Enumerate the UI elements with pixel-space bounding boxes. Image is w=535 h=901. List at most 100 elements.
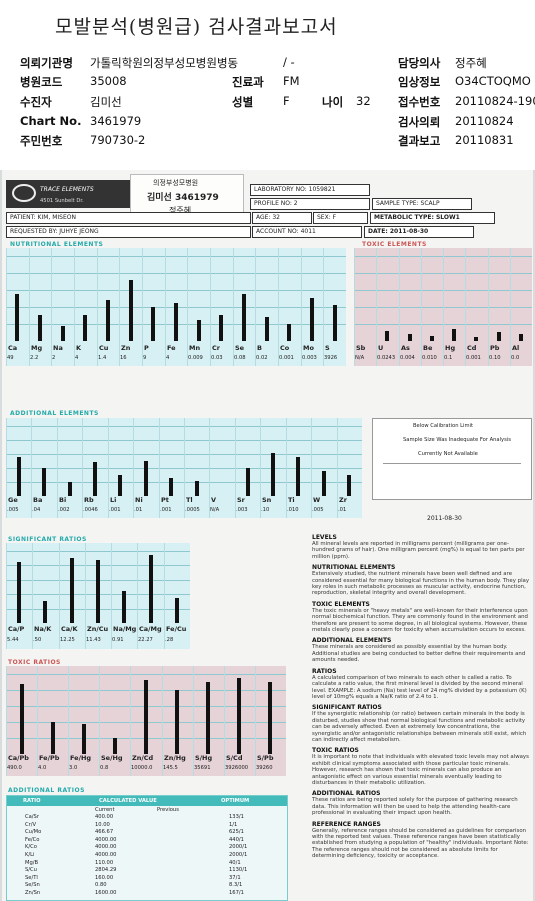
explanation-heading: SIGNIFICANT RATIOS bbox=[312, 704, 382, 712]
field-value: 김미선 bbox=[90, 95, 122, 109]
additional-bar bbox=[144, 461, 148, 496]
tox-ratio-bar bbox=[268, 682, 272, 754]
explanation-body: These ratios are being reported solely f… bbox=[312, 797, 518, 817]
toxic-label: As bbox=[401, 344, 410, 352]
additional-chart: Ge .005 Ba .04 Bi .002 Rb .0046 Li .001 Ni .01 Pt .00… bbox=[6, 418, 362, 518]
column-divider bbox=[193, 666, 194, 776]
sig-ratio-value: 0.91 bbox=[112, 637, 124, 643]
column-divider bbox=[74, 248, 75, 366]
column-divider bbox=[119, 248, 120, 366]
field-value: 35008 bbox=[90, 74, 127, 88]
field-value: F bbox=[283, 94, 290, 108]
nutritional-bar bbox=[287, 324, 291, 341]
nutritional-label: Mn bbox=[189, 344, 201, 352]
tox-ratio-label: Ca/Pb bbox=[8, 754, 29, 762]
additional-title: ADDITIONAL ELEMENTS bbox=[10, 410, 99, 417]
tox-ratio-bar bbox=[206, 682, 210, 754]
column-divider bbox=[465, 248, 466, 366]
field-label: 임상정보 bbox=[398, 75, 441, 89]
column-divider bbox=[31, 418, 32, 518]
toxic-bar bbox=[474, 337, 478, 341]
additional-label: Sr bbox=[237, 496, 245, 504]
additional-label: Bi bbox=[59, 496, 67, 504]
sig-ratio-label: Fe/Cu bbox=[166, 625, 187, 633]
nutritional-label: Cr bbox=[212, 344, 220, 352]
column-divider bbox=[399, 248, 400, 366]
column-divider bbox=[59, 543, 60, 649]
additional-label: Sn bbox=[262, 496, 272, 504]
ratio-optimum: 2000/1 bbox=[229, 851, 248, 858]
toxic-chart: Sb N/A U 0.0243 As 0.004 Be 0.010 Hg 0.1 Cd 0.001 Pb… bbox=[354, 248, 532, 366]
ratio-optimum: 1/1 bbox=[229, 821, 238, 828]
nutritional-label: Ca bbox=[8, 344, 18, 352]
column-divider bbox=[184, 418, 185, 518]
additional-label: Pt bbox=[161, 496, 169, 504]
tox-ratio-bar bbox=[175, 690, 179, 754]
sig-ratio-label: Zn/Cu bbox=[87, 625, 109, 633]
tox-ratio-bar bbox=[237, 678, 241, 754]
additional-bar bbox=[17, 457, 21, 496]
nutritional-value: 1.4 bbox=[98, 355, 107, 361]
nutritional-label: Se bbox=[235, 344, 245, 352]
lab-logo: TRACE ELEMENTS 4501 Sunbelt Dr. bbox=[6, 180, 134, 208]
additional-value: .001 bbox=[160, 507, 172, 513]
field-label: 수진자 bbox=[20, 95, 52, 109]
nutritional-title: NUTRITIONAL ELEMENTS bbox=[10, 241, 104, 248]
field-label: 결과보고 bbox=[398, 134, 441, 148]
tox-ratio-value: 490.0 bbox=[7, 765, 22, 771]
sig-ratio-bar bbox=[175, 598, 179, 623]
table-row: Se/Tl 160.00 37/1 bbox=[7, 875, 287, 883]
nutritional-bar bbox=[310, 298, 314, 341]
ratio-current: 400.00 bbox=[95, 814, 114, 820]
requested-box: REQUESTED BY: JUHYE JEONG bbox=[6, 226, 251, 238]
additional-label: W bbox=[313, 496, 321, 504]
additional-label: Li bbox=[110, 496, 117, 504]
column-divider bbox=[187, 248, 188, 366]
ratio-current: 1600.00 bbox=[95, 889, 117, 896]
ratio-name: Cu/Mo bbox=[25, 829, 42, 836]
sig-ratio-bar bbox=[43, 601, 47, 623]
lab-no-box: LABORATORY NO: 1059821 bbox=[250, 184, 370, 196]
report-header: 모발분석(병원급) 검사결과보고서 의뢰기관명 가톨릭학원의정부성모병원병동 /… bbox=[0, 0, 535, 168]
toxic-bar bbox=[519, 334, 523, 341]
explanation-heading: NUTRITIONAL ELEMENTS bbox=[312, 564, 396, 572]
ratio-name: Cr/V bbox=[25, 821, 37, 828]
col-optimum: OPTIMUM bbox=[221, 798, 250, 804]
sig-ratio-label: Ca/K bbox=[61, 625, 78, 633]
column-divider bbox=[421, 248, 422, 366]
metabolic-box: METABOLIC TYPE: SLOW1 bbox=[370, 212, 495, 224]
toxic-value: 0.001 bbox=[466, 355, 481, 361]
column-divider bbox=[510, 248, 511, 366]
table-row: S/Cu 2804.29 1130/1 bbox=[7, 867, 287, 875]
ratio-current: 4000.00 bbox=[95, 836, 117, 843]
explanation-heading: REFERENCE RANGES bbox=[312, 820, 381, 828]
column-divider bbox=[165, 248, 166, 366]
additional-value: .01 bbox=[134, 507, 143, 513]
column-divider bbox=[233, 248, 234, 366]
column-divider bbox=[209, 418, 210, 518]
field-value: 790730-2 bbox=[90, 133, 146, 147]
tox-ratios-chart: Ca/Pb 490.0 Fe/Pb 4.0 Fe/Hg 3.0 Se/Hg 0.8 Zn/Cd 1… bbox=[6, 666, 286, 776]
tox-ratio-label: Zn/Hg bbox=[164, 754, 186, 762]
nutritional-value: 0.009 bbox=[188, 355, 203, 361]
field-value: 20110831 bbox=[455, 133, 514, 147]
sig-ratio-bar bbox=[122, 591, 126, 623]
column-divider bbox=[337, 418, 338, 518]
nutritional-value: 16 bbox=[120, 355, 127, 361]
field-value: 32 bbox=[356, 94, 371, 108]
additional-label: Ba bbox=[33, 496, 43, 504]
column-divider bbox=[32, 543, 33, 649]
sig-ratios-chart: Ca/P 5.44 Na/K .50 Ca/K 12.25 Zn/Cu 11.43 Na/Mg 0… bbox=[6, 543, 190, 649]
ratio-optimum: 440/1 bbox=[229, 836, 244, 843]
toxic-label: Sb bbox=[356, 344, 366, 352]
ratio-name: K/Li bbox=[25, 851, 35, 858]
column-divider bbox=[376, 248, 377, 366]
legend-footnote bbox=[383, 463, 521, 494]
tox-ratio-bar bbox=[144, 680, 148, 754]
toxic-bar bbox=[452, 329, 456, 341]
ratio-name: Zn/Sn bbox=[25, 889, 41, 896]
nutritional-bar bbox=[83, 315, 87, 341]
additional-bar bbox=[68, 482, 72, 496]
toxic-bar bbox=[430, 336, 434, 341]
table-header bbox=[7, 796, 287, 806]
